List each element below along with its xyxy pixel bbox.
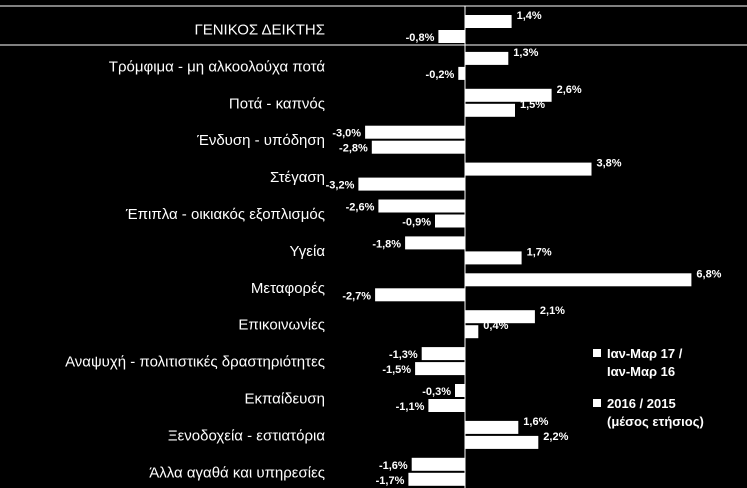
- bar-series-1: [378, 199, 465, 213]
- value-labels: 1,4% -0,8% 1,3% -0,2% 2,6% 1,5% -3,0% -2,8% 3,8%…: [326, 10, 722, 487]
- category-label: Αναψυχή - πολιτιστικές δραστηριότητες: [65, 354, 325, 371]
- bar-series-2: [428, 399, 465, 412]
- bar-series-1: [465, 51, 509, 65]
- legend-swatch-2: [593, 399, 601, 407]
- data-label: 3,8%: [597, 158, 622, 170]
- category-label: Ποτά - καπνός: [229, 95, 325, 112]
- data-label: -1,8%: [372, 238, 401, 250]
- bar-series-2: [438, 30, 465, 43]
- category-label: Επικοινωνίες: [238, 317, 325, 334]
- category-labels: ΓΕΝΙΚΟΣ ΔΕΙΚΤΗΣ Τρόμφιμα - μη αλκοολούχα …: [65, 21, 325, 481]
- category-label: Ένδυση - υπόδηση: [196, 132, 325, 149]
- data-label: 1,3%: [513, 47, 538, 59]
- data-label: 1,7%: [527, 246, 552, 258]
- data-label: -3,2%: [326, 180, 355, 192]
- bar-series-1: [465, 88, 552, 102]
- bar-series-2: [415, 362, 465, 376]
- separators: [0, 5, 747, 46]
- bar-series-1: [405, 236, 465, 250]
- bar-series-2: [408, 472, 465, 486]
- data-label: 1,4%: [517, 10, 542, 22]
- category-label: Έπιπλα - οικιακός εξοπλισμός: [125, 206, 325, 223]
- bars: [358, 15, 692, 486]
- bar-series-2: [358, 177, 465, 191]
- data-label: -1,7%: [376, 475, 405, 487]
- bar-series-1: [455, 384, 465, 397]
- data-label: 6,8%: [696, 268, 721, 280]
- category-label: Υγεία: [290, 243, 326, 260]
- data-label: 2,6%: [557, 84, 582, 96]
- bar-series-1: [411, 457, 465, 471]
- data-label: 1,5%: [520, 99, 545, 111]
- legend-label-1: Ιαν-Μαρ 16: [607, 364, 675, 379]
- category-label: Μεταφορές: [251, 280, 325, 297]
- data-label: 1,6%: [523, 416, 548, 428]
- data-label: -1,6%: [379, 460, 408, 472]
- legend-swatch-1: [593, 349, 601, 357]
- legend-label-2: (μέσος ετήσιος): [607, 414, 704, 429]
- data-label: 2,2%: [543, 431, 568, 443]
- bar-series-2: [465, 435, 539, 449]
- bar-series-2: [458, 66, 465, 80]
- bar-series-1: [465, 162, 592, 176]
- bar-series-1: [465, 15, 512, 28]
- data-label: -2,8%: [339, 143, 368, 155]
- data-label: -1,5%: [382, 364, 411, 376]
- bar-series-2: [465, 251, 522, 265]
- bar-series-2: [465, 103, 515, 117]
- category-label: Άλλα αγαθά και υπηρεσίες: [149, 464, 325, 481]
- data-label: -2,7%: [342, 290, 371, 302]
- data-label: -2,6%: [346, 202, 375, 214]
- data-label: 0,4%: [483, 320, 508, 332]
- category-label: Εκπαίδευση: [245, 390, 326, 407]
- data-label: -0,3%: [422, 386, 451, 398]
- bar-series-1: [465, 420, 519, 434]
- bar-series-2: [465, 325, 479, 339]
- bar-series-2: [435, 214, 465, 228]
- bar-series-2: [371, 140, 465, 154]
- data-label: -0,2%: [426, 69, 455, 81]
- bar-series-1: [365, 125, 465, 139]
- legend: Ιαν-Μαρ 17 / Ιαν-Μαρ 16 2016 / 2015 (μέσος …: [593, 346, 704, 429]
- bar-series-1: [421, 347, 465, 361]
- data-label: -0,9%: [402, 217, 431, 229]
- category-label: Στέγαση: [270, 169, 325, 186]
- bar-series-1: [465, 273, 692, 287]
- data-label: -1,3%: [389, 349, 418, 361]
- data-label: 2,1%: [540, 305, 565, 317]
- data-label: -1,1%: [396, 401, 425, 413]
- category-label: ΓΕΝΙΚΟΣ ΔΕΙΚΤΗΣ: [194, 21, 325, 38]
- data-label: -3,0%: [332, 128, 361, 140]
- bar-series-2: [375, 288, 465, 302]
- data-label: -0,8%: [406, 32, 435, 44]
- legend-label-1: Ιαν-Μαρ 17 /: [607, 346, 683, 361]
- category-label: Ξενοδοχεία - εστιατόρια: [168, 427, 325, 444]
- legend-label-2: 2016 / 2015: [607, 396, 676, 411]
- category-label: Τρόμφιμα - μη αλκοολούχα ποτά: [109, 58, 326, 75]
- bar-series-1: [465, 310, 535, 324]
